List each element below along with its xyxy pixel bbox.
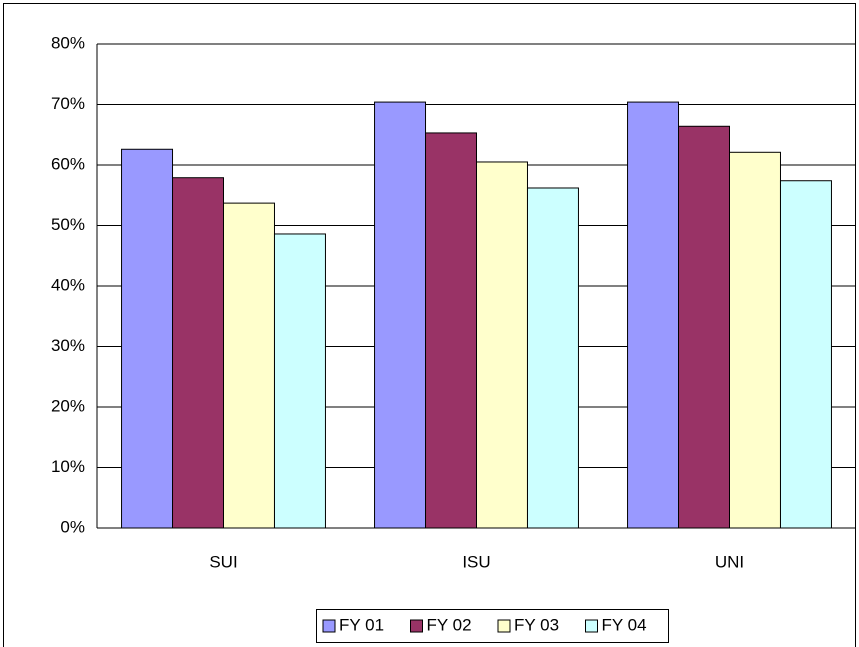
y-tick-label: 80% xyxy=(51,33,85,52)
legend-label: FY 03 xyxy=(514,615,559,634)
bar xyxy=(273,233,326,529)
bar xyxy=(526,187,579,529)
chart-border xyxy=(3,3,856,647)
legend-label: FY 04 xyxy=(602,615,647,634)
y-tick-label: 70% xyxy=(51,94,85,113)
y-tick-label: 10% xyxy=(51,457,85,476)
legend-swatch xyxy=(497,619,511,633)
bar xyxy=(121,148,174,529)
y-tick-label: 40% xyxy=(51,275,85,294)
bar xyxy=(779,180,832,529)
y-tick-label: 0% xyxy=(60,517,85,536)
legend-box xyxy=(316,609,669,643)
y-tick-label: 20% xyxy=(51,396,85,415)
legend-label: FY 02 xyxy=(427,615,472,634)
legend-label: FY 01 xyxy=(339,615,384,634)
x-tick-label: UNI xyxy=(715,552,744,571)
y-tick-label: 60% xyxy=(51,154,85,173)
x-tick-label: ISU xyxy=(462,552,490,571)
bar xyxy=(425,132,478,529)
y-tick-label: 30% xyxy=(51,336,85,355)
bar xyxy=(223,202,275,529)
x-tick-label: SUI xyxy=(209,552,237,571)
bar xyxy=(374,101,427,529)
legend-swatch xyxy=(322,619,336,633)
legend-swatch xyxy=(585,619,598,633)
bar xyxy=(476,161,528,529)
bar xyxy=(627,101,680,529)
bar xyxy=(678,125,731,529)
bar xyxy=(729,151,781,529)
y-tick-label: 50% xyxy=(51,215,85,234)
bar xyxy=(172,177,224,529)
legend-swatch xyxy=(410,619,423,633)
